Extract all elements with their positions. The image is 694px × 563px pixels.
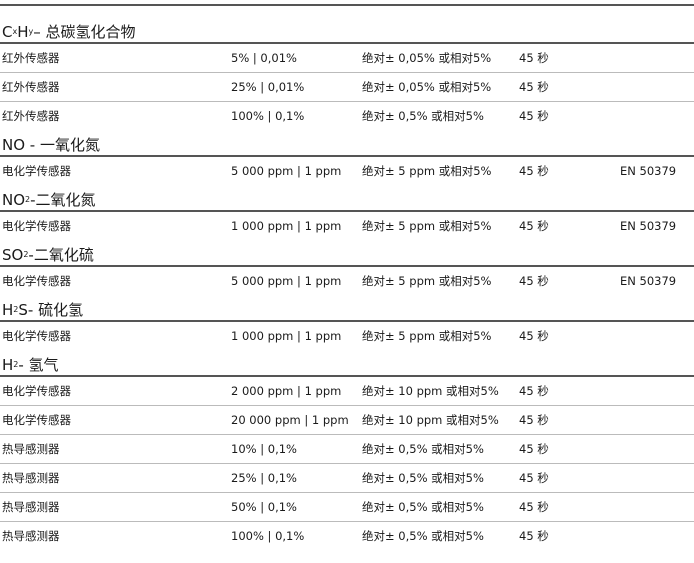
table-row: 热导感测器 50% | 0,1% 绝对± 0,5% 或相对5% 45 秒	[0, 493, 694, 522]
heading-subscript: 2	[23, 250, 29, 259]
heading-subscript: y	[28, 27, 34, 36]
accuracy: 绝对± 10 ppm 或相对5%	[362, 384, 499, 398]
response-time: 45 秒	[519, 384, 549, 398]
heading-text: NO	[2, 191, 26, 209]
response-time: 45 秒	[519, 164, 549, 178]
heading-text: - 氢气	[18, 356, 59, 374]
heading-text: – 总碳氢化合物	[33, 23, 136, 41]
table-row: 红外传感器 5% | 0,01% 绝对± 0,05% 或相对5% 45 秒	[0, 44, 694, 73]
accuracy: 绝对± 10 ppm 或相对5%	[362, 413, 499, 427]
standard: EN 50379	[620, 164, 677, 178]
table-row: 热导感测器 10% | 0,1% 绝对± 0,5% 或相对5% 45 秒	[0, 435, 694, 464]
table-row: 电化学传感器 5 000 ppm | 1 ppm 绝对± 5 ppm 或相对5% 45…	[0, 267, 694, 296]
sensor-type: 电化学传感器	[2, 384, 71, 398]
sensor-type: 红外传感器	[2, 109, 60, 123]
gas-heading: NO 2 -二氧化氮	[0, 186, 694, 212]
table-row: 电化学传感器 1 000 ppm | 1 ppm 绝对± 5 ppm 或相对5% 45…	[0, 212, 694, 241]
table-row: 电化学传感器 1 000 ppm | 1 ppm 绝对± 5 ppm 或相对5% 45…	[0, 322, 694, 351]
response-time: 45 秒	[519, 219, 549, 233]
table-row: 电化学传感器 2 000 ppm | 1 ppm 绝对± 10 ppm 或相对5% 4…	[0, 377, 694, 406]
heading-text: -二氧化氮	[30, 191, 96, 209]
sensor-type: 热导感测器	[2, 500, 60, 514]
response-time: 45 秒	[519, 109, 549, 123]
heading-text: H	[2, 301, 14, 319]
sensor-type: 红外传感器	[2, 51, 60, 65]
accuracy: 绝对± 0,5% 或相对5%	[362, 109, 484, 123]
response-time: 45 秒	[519, 329, 549, 343]
range-resolution: 1 000 ppm | 1 ppm	[231, 329, 342, 343]
sensor-type: 热导感测器	[2, 471, 60, 485]
sensor-type: 电化学传感器	[2, 329, 71, 343]
sensor-type: 电化学传感器	[2, 413, 71, 427]
table-row: 电化学传感器 5 000 ppm | 1 ppm 绝对± 5 ppm 或相对5% 45…	[0, 157, 694, 186]
heading-text: H	[17, 23, 29, 41]
range-resolution: 2 000 ppm | 1 ppm	[231, 384, 342, 398]
table-row: 红外传感器 100% | 0,1% 绝对± 0,5% 或相对5% 45 秒	[0, 102, 694, 131]
accuracy: 绝对± 0,05% 或相对5%	[362, 80, 492, 94]
accuracy: 绝对± 5 ppm 或相对5%	[362, 329, 492, 343]
gas-heading: SO 2 -二氧化硫	[0, 241, 694, 267]
heading-text: H	[2, 356, 14, 374]
standard: EN 50379	[620, 219, 677, 233]
accuracy: 绝对± 5 ppm 或相对5%	[362, 274, 492, 288]
heading-text: SO	[2, 246, 24, 264]
range-resolution: 5% | 0,01%	[231, 51, 297, 65]
heading-text: S- 硫化氢	[18, 301, 84, 319]
range-resolution: 5 000 ppm | 1 ppm	[231, 274, 342, 288]
heading-subscript: 2	[13, 360, 19, 369]
accuracy: 绝对± 0,5% 或相对5%	[362, 442, 484, 456]
range-resolution: 100% | 0,1%	[231, 109, 305, 123]
accuracy: 绝对± 0,5% 或相对5%	[362, 471, 484, 485]
accuracy: 绝对± 0,5% 或相对5%	[362, 529, 484, 543]
response-time: 45 秒	[519, 51, 549, 65]
heading-text: -二氧化硫	[28, 246, 94, 264]
range-resolution: 100% | 0,1%	[231, 529, 305, 543]
response-time: 45 秒	[519, 80, 549, 94]
response-time: 45 秒	[519, 442, 549, 456]
response-time: 45 秒	[519, 529, 549, 543]
range-resolution: 50% | 0,1%	[231, 500, 297, 514]
range-resolution: 25% | 0,01%	[231, 80, 305, 94]
range-resolution: 20 000 ppm | 1 ppm	[231, 413, 349, 427]
heading-subscript: 2	[25, 195, 31, 204]
range-resolution: 5 000 ppm | 1 ppm	[231, 164, 342, 178]
range-resolution: 1 000 ppm | 1 ppm	[231, 219, 342, 233]
accuracy: 绝对± 5 ppm 或相对5%	[362, 219, 492, 233]
response-time: 45 秒	[519, 500, 549, 514]
accuracy: 绝对± 0,05% 或相对5%	[362, 51, 492, 65]
table-row: 热导感测器 25% | 0,1% 绝对± 0,5% 或相对5% 45 秒	[0, 464, 694, 493]
sensor-type: 电化学传感器	[2, 219, 71, 233]
top-rule	[0, 4, 694, 6]
table-row: 热导感测器 100% | 0,1% 绝对± 0,5% 或相对5% 45 秒	[0, 522, 694, 551]
gas-heading: H 2 S- 硫化氢	[0, 296, 694, 322]
standard: EN 50379	[620, 274, 677, 288]
accuracy: 绝对± 5 ppm 或相对5%	[362, 164, 492, 178]
sensor-type: 热导感测器	[2, 442, 60, 456]
range-resolution: 10% | 0,1%	[231, 442, 297, 456]
accuracy: 绝对± 0,5% 或相对5%	[362, 500, 484, 514]
table-row: 红外传感器 25% | 0,01% 绝对± 0,05% 或相对5% 45 秒	[0, 73, 694, 102]
heading-subscript: 2	[13, 305, 19, 314]
sensor-type: 热导感测器	[2, 529, 60, 543]
heading-text: NO - 一氧化氮	[2, 136, 100, 154]
gas-heading: NO - 一氧化氮	[0, 131, 694, 157]
table-row: 电化学传感器 20 000 ppm | 1 ppm 绝对± 10 ppm 或相对5%…	[0, 406, 694, 435]
sensor-type: 红外传感器	[2, 80, 60, 94]
response-time: 45 秒	[519, 471, 549, 485]
response-time: 45 秒	[519, 274, 549, 288]
range-resolution: 25% | 0,1%	[231, 471, 297, 485]
sensor-type: 电化学传感器	[2, 164, 71, 178]
sensor-type: 电化学传感器	[2, 274, 71, 288]
heading-text: C	[2, 23, 13, 41]
response-time: 45 秒	[519, 413, 549, 427]
heading-subscript: x	[12, 27, 18, 36]
